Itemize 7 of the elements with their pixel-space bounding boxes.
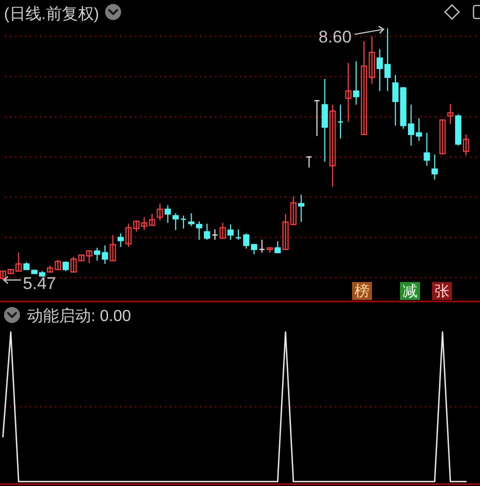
chart-title: (日线.前复权) — [4, 5, 100, 23]
text: 张 — [434, 283, 450, 300]
text: 减 — [402, 283, 418, 300]
annotation: 8.60 — [318, 27, 352, 46]
text: 榜 — [354, 283, 370, 300]
annotation: 5.47 — [22, 274, 56, 293]
chart-title: 动能启动: 0.00 — [27, 307, 132, 325]
